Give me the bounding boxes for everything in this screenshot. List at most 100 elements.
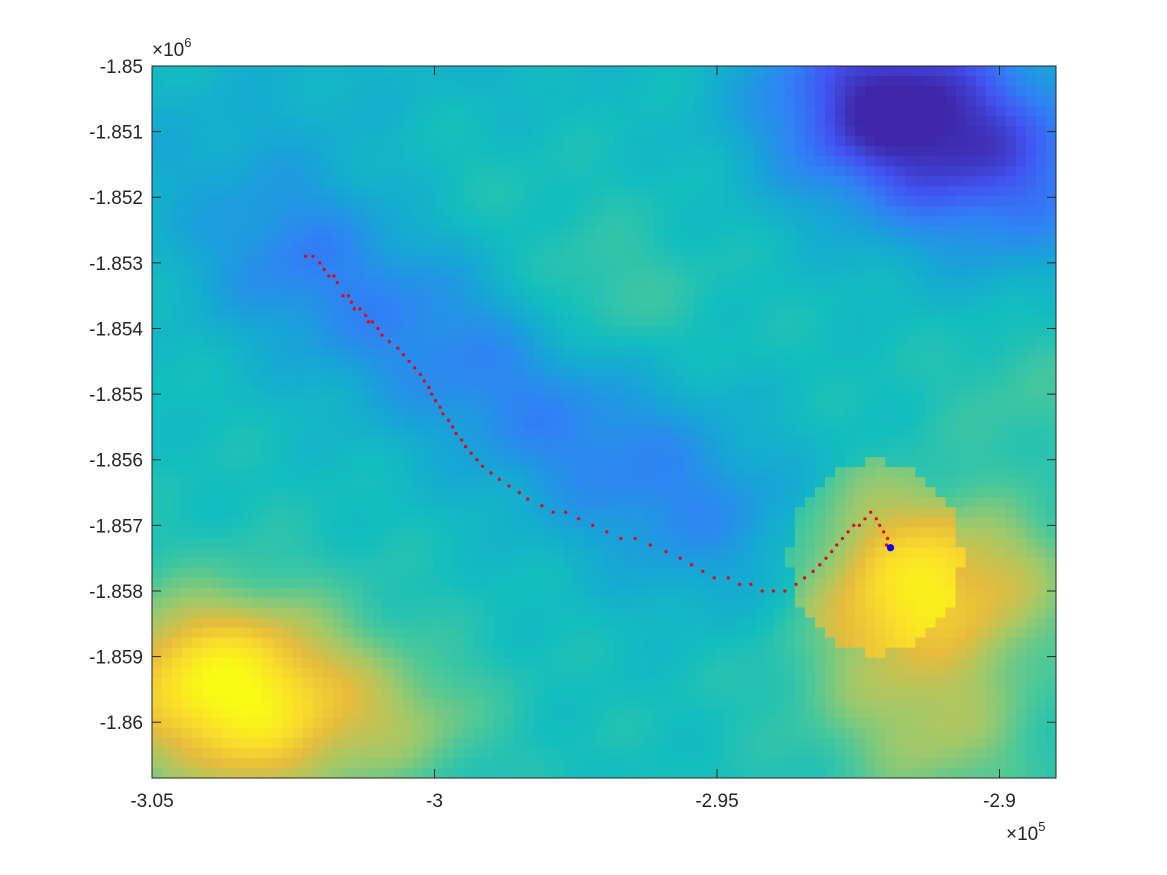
heatmap-cell bbox=[1015, 517, 1027, 528]
heatmap-cell bbox=[814, 116, 826, 127]
heatmap-cell bbox=[523, 547, 535, 558]
heatmap-cell bbox=[242, 216, 254, 228]
heatmap-cell bbox=[282, 376, 294, 388]
heatmap-cell bbox=[845, 356, 856, 368]
heatmap-cell bbox=[443, 226, 454, 238]
heatmap-cell bbox=[393, 507, 404, 518]
heatmap-cell bbox=[332, 477, 344, 488]
heatmap-cell bbox=[543, 186, 555, 197]
heatmap-cell bbox=[985, 597, 997, 609]
heatmap-cell bbox=[453, 547, 464, 558]
heatmap-cell bbox=[965, 396, 977, 408]
heatmap-cell bbox=[453, 286, 464, 298]
heatmap-cell bbox=[704, 226, 716, 238]
heatmap-cell bbox=[433, 457, 444, 468]
heatmap-cell bbox=[332, 346, 344, 358]
heatmap-cell bbox=[302, 266, 314, 278]
heatmap-cell bbox=[824, 66, 836, 77]
heatmap-cell bbox=[654, 336, 665, 348]
heatmap-cell bbox=[905, 186, 916, 197]
heatmap-cell bbox=[172, 86, 183, 97]
heatmap-cell bbox=[764, 597, 776, 609]
heatmap-cell bbox=[553, 256, 565, 268]
heatmap-cell bbox=[503, 76, 515, 87]
heatmap-cell bbox=[855, 196, 866, 207]
heatmap-cell bbox=[804, 607, 816, 619]
heatmap-cell bbox=[684, 256, 695, 268]
heatmap-cell bbox=[583, 236, 595, 248]
heatmap-cell bbox=[624, 437, 635, 448]
heatmap-cell bbox=[955, 286, 967, 298]
heatmap-cell bbox=[965, 166, 977, 177]
heatmap-cell bbox=[814, 437, 826, 448]
heatmap-cell bbox=[935, 386, 947, 398]
heatmap-cell bbox=[513, 406, 525, 418]
heatmap-cell bbox=[925, 366, 937, 378]
heatmap-cell bbox=[774, 66, 786, 77]
heatmap-cell bbox=[252, 326, 264, 338]
heatmap-cell bbox=[252, 527, 264, 538]
heatmap-cell bbox=[172, 587, 183, 599]
heatmap-cell bbox=[523, 206, 535, 218]
heatmap-cell bbox=[352, 497, 364, 508]
heatmap-cell bbox=[1035, 266, 1047, 278]
heatmap-cell bbox=[664, 226, 675, 238]
heatmap-cell bbox=[593, 136, 605, 147]
heatmap-cell bbox=[383, 316, 394, 328]
heatmap-cell bbox=[624, 507, 635, 518]
heatmap-cell bbox=[945, 176, 957, 187]
heatmap-cell bbox=[212, 567, 223, 579]
heatmap-cell bbox=[885, 126, 896, 137]
heatmap-cell bbox=[965, 296, 977, 308]
heatmap-cell bbox=[754, 487, 766, 498]
heatmap-cell bbox=[895, 366, 906, 378]
heatmap-cell bbox=[362, 587, 374, 599]
heatmap-cell bbox=[493, 386, 505, 398]
heatmap-cell bbox=[453, 266, 464, 278]
heatmap-cell bbox=[1015, 326, 1027, 338]
heatmap-cell bbox=[905, 467, 916, 478]
heatmap-cell bbox=[593, 477, 605, 488]
heatmap-cell bbox=[764, 487, 776, 498]
heatmap-cell bbox=[644, 537, 655, 548]
heatmap-cell bbox=[302, 116, 314, 127]
heatmap-cell bbox=[604, 236, 615, 248]
heatmap-cell bbox=[855, 286, 866, 298]
heatmap-cell bbox=[654, 266, 665, 278]
heatmap-cell bbox=[362, 376, 374, 388]
heatmap-cell bbox=[252, 537, 264, 548]
heatmap-cell bbox=[493, 547, 505, 558]
heatmap-cell bbox=[413, 527, 424, 538]
heatmap-cell bbox=[383, 577, 394, 589]
heatmap-cell bbox=[885, 597, 896, 609]
heatmap-cell bbox=[604, 386, 615, 398]
heatmap-cell bbox=[895, 176, 906, 187]
heatmap-cell bbox=[443, 587, 454, 599]
heatmap-cell bbox=[734, 316, 746, 328]
heatmap-cell bbox=[172, 276, 183, 288]
heatmap-cell bbox=[332, 286, 344, 298]
heatmap-cell bbox=[202, 457, 213, 468]
heatmap-cell bbox=[483, 296, 495, 308]
heatmap-cell bbox=[744, 96, 756, 107]
heatmap-cell bbox=[674, 306, 685, 318]
heatmap-cell bbox=[232, 136, 243, 147]
heatmap-cell bbox=[393, 246, 404, 258]
heatmap-cell bbox=[945, 517, 957, 528]
heatmap-cell bbox=[292, 196, 304, 207]
heatmap-cell bbox=[1035, 497, 1047, 508]
heatmap-cell bbox=[473, 316, 485, 328]
heatmap-cell bbox=[965, 316, 977, 328]
heatmap-cell bbox=[453, 206, 464, 218]
heatmap-cell bbox=[463, 116, 475, 127]
heatmap-cell bbox=[403, 246, 414, 258]
heatmap-cell bbox=[975, 76, 987, 87]
heatmap-cell bbox=[814, 196, 826, 207]
heatmap-cell bbox=[1035, 567, 1047, 579]
heatmap-cell bbox=[162, 406, 173, 418]
heatmap-cell bbox=[433, 176, 444, 187]
heatmap-cell bbox=[664, 557, 675, 569]
heatmap-cell bbox=[212, 246, 223, 258]
heatmap-cell bbox=[995, 136, 1007, 147]
heatmap-cell bbox=[764, 346, 776, 358]
